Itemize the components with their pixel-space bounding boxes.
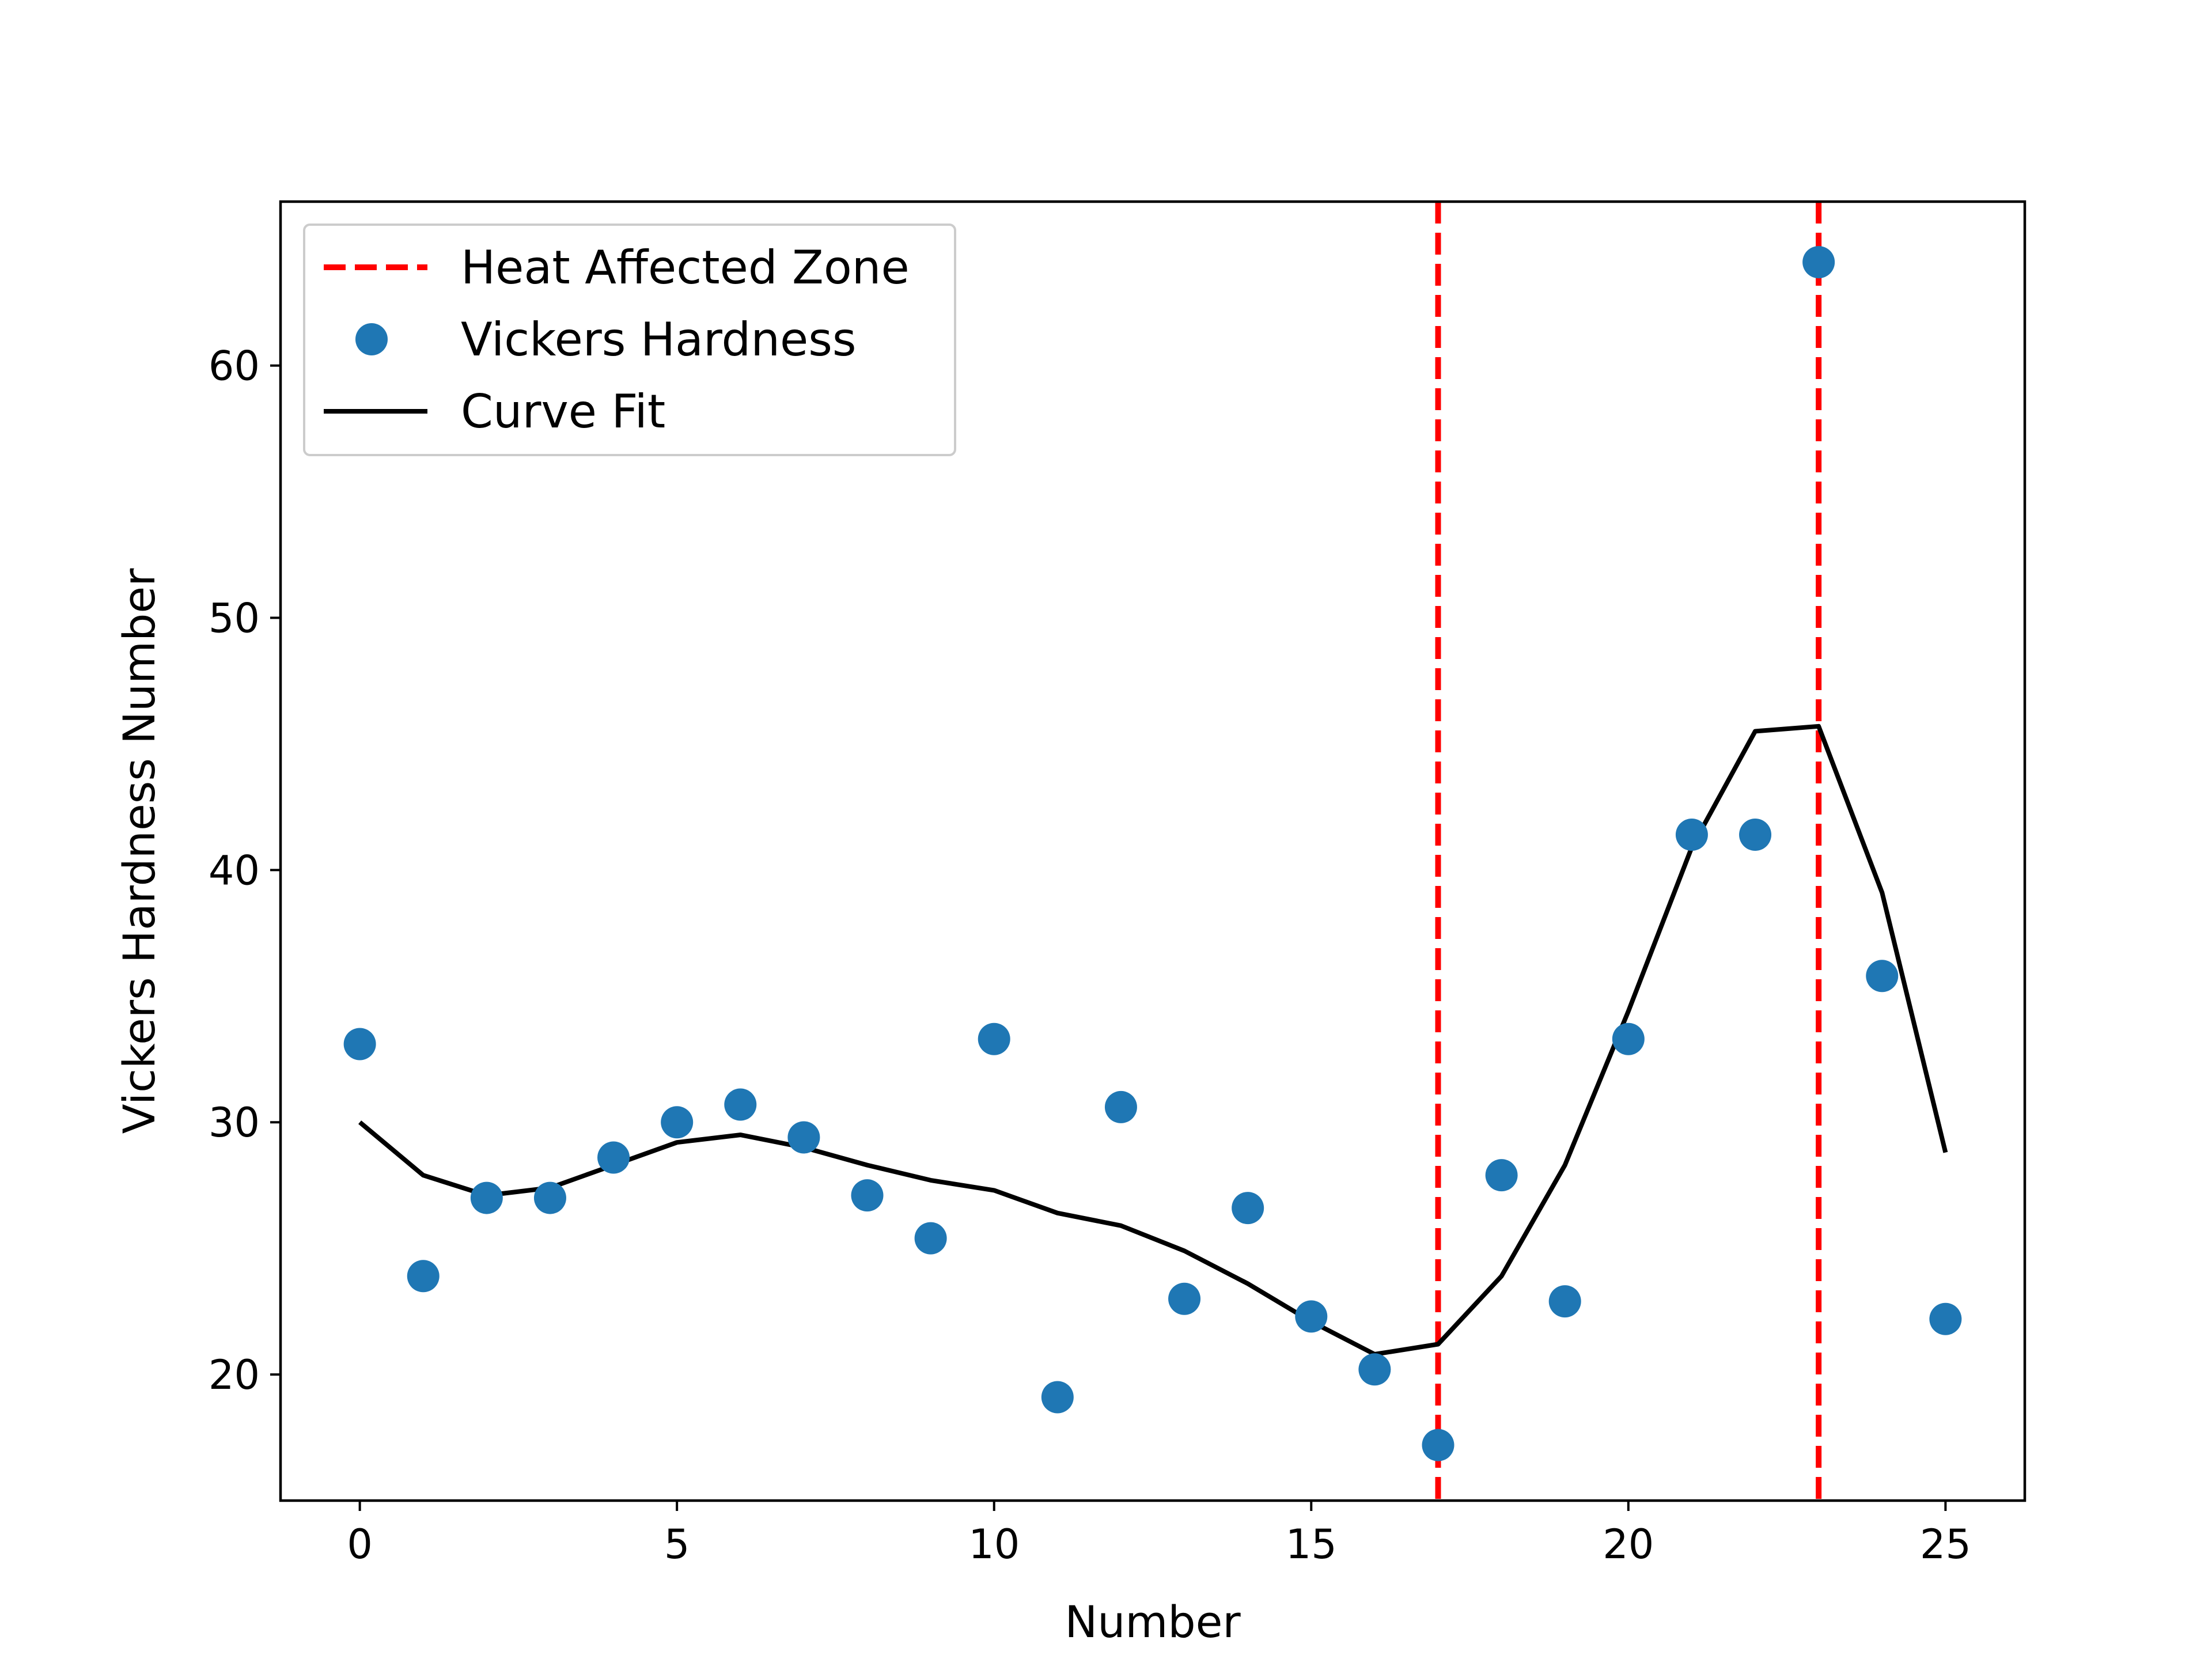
plot-area — [343, 202, 1962, 1501]
hardness-point-5 — [661, 1106, 694, 1139]
y-tick-label-2: 40 — [209, 847, 260, 894]
hardness-point-6 — [724, 1088, 757, 1121]
legend-label-0: Heat Affected Zone — [461, 241, 910, 294]
hardness-point-15 — [1295, 1300, 1328, 1333]
x-tick-label-5: 25 — [1920, 1521, 1971, 1568]
hardness-point-11 — [1041, 1381, 1074, 1414]
hardness-point-0 — [343, 1028, 376, 1060]
axes: 0 5 10 15 20 25 20 30 40 50 60 Number Vickers Hardne… — [113, 200, 2027, 1647]
y-tick-label-4: 60 — [209, 343, 260, 390]
legend: Heat Affected Zone Vickers Hardness Curve … — [303, 224, 956, 456]
hardness-point-21 — [1675, 819, 1708, 851]
legend-swatch-vickers-hardness — [355, 323, 388, 355]
x-tick-label-4: 20 — [1603, 1521, 1654, 1568]
x-tick-label-2: 10 — [968, 1521, 1020, 1568]
legend-label-1: Vickers Hardness — [461, 313, 857, 366]
hardness-point-2 — [470, 1181, 503, 1214]
axes-frame — [279, 200, 2027, 1502]
x-tick-label-1: 5 — [664, 1521, 690, 1568]
hardness-point-17 — [1422, 1429, 1455, 1461]
x-tick-label-3: 15 — [1286, 1521, 1337, 1568]
y-axis-label: Vickers Hardness Number — [113, 568, 165, 1134]
hardness-point-4 — [597, 1141, 630, 1174]
y-tick-label-1: 30 — [209, 1099, 260, 1146]
legend-label-2: Curve Fit — [461, 385, 665, 438]
hardness-point-12 — [1104, 1090, 1137, 1123]
x-axis-label: Number — [1065, 1596, 1241, 1647]
x-tick-label-0: 0 — [347, 1521, 373, 1568]
y-tick-label-3: 50 — [209, 594, 260, 642]
hardness-point-25 — [1929, 1302, 1962, 1335]
hardness-point-3 — [533, 1181, 566, 1214]
hardness-point-24 — [1866, 960, 1899, 993]
y-tick-label-0: 20 — [209, 1351, 260, 1399]
hardness-point-20 — [1612, 1022, 1645, 1055]
hardness-point-14 — [1232, 1192, 1264, 1225]
hardness-point-16 — [1358, 1353, 1391, 1386]
legend-box — [303, 224, 956, 456]
hardness-point-1 — [407, 1260, 440, 1293]
hardness-point-9 — [914, 1222, 947, 1255]
hardness-point-10 — [978, 1022, 1010, 1055]
hardness-point-22 — [1739, 819, 1772, 851]
hardness-point-8 — [851, 1179, 884, 1212]
hardness-point-13 — [1168, 1282, 1201, 1315]
hardness-point-7 — [787, 1121, 820, 1154]
hardness-point-23 — [1802, 246, 1835, 279]
hardness-point-19 — [1548, 1285, 1581, 1318]
hardness-point-18 — [1485, 1159, 1518, 1192]
